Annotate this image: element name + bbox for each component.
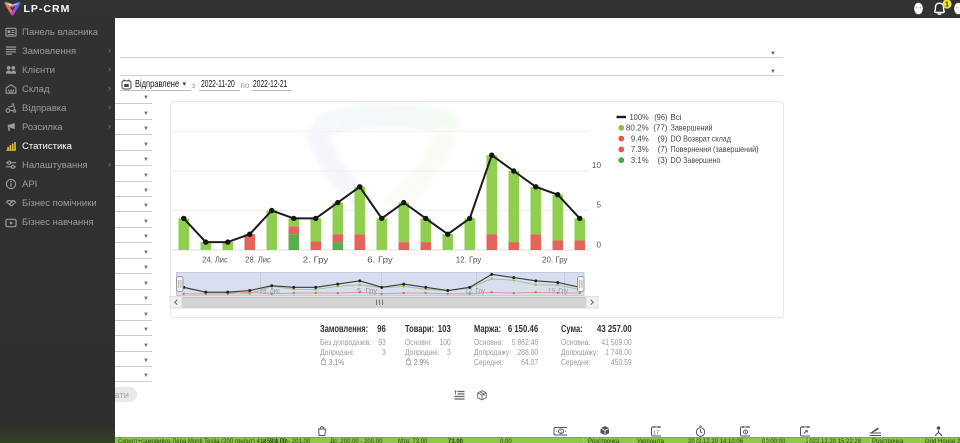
svg-text:DO Возврат склад: DO Возврат склад — [671, 134, 732, 143]
svg-text:3.1%: 3.1% — [631, 156, 649, 165]
svg-text:80.2%: 80.2% — [626, 124, 649, 133]
svg-text:(7): (7) — [658, 145, 668, 154]
svg-text:10: 10 — [592, 161, 602, 170]
svg-text:9.4%: 9.4% — [631, 134, 649, 143]
svg-text:(9): (9) — [658, 134, 668, 143]
svg-text:6. Гру: 6. Гру — [367, 255, 393, 265]
svg-text:7.3%: 7.3% — [631, 145, 649, 154]
svg-text:12. Гру: 12. Гру — [456, 255, 482, 265]
svg-text:(77): (77) — [653, 124, 668, 133]
svg-text:0: 0 — [596, 240, 601, 249]
svg-text:28. Лис: 28. Лис — [260, 288, 280, 295]
svg-text:1: 1 — [559, 429, 562, 434]
svg-text:5. Гру: 5. Гру — [357, 288, 378, 295]
svg-text:Всі: Всі — [671, 113, 682, 122]
svg-text:Повернення (завершений): Повернення (завершений) — [671, 145, 759, 154]
svg-text:17: 17 — [653, 430, 659, 436]
svg-text:24. Лис: 24. Лис — [202, 255, 228, 265]
svg-text:(3): (3) — [658, 156, 668, 165]
svg-text:5: 5 — [596, 201, 601, 210]
svg-text:DO Завершено: DO Завершено — [671, 156, 721, 165]
svg-text:12. Гру: 12. Гру — [465, 288, 485, 295]
svg-text:100%: 100% — [630, 113, 649, 122]
svg-text:20. Гру: 20. Гру — [542, 255, 568, 265]
svg-text:(96): (96) — [654, 113, 668, 122]
svg-text:Завершений: Завершений — [671, 124, 713, 133]
svg-text:x: x — [325, 363, 327, 366]
svg-text:x: x — [410, 363, 412, 366]
svg-text:19. Гру: 19. Гру — [548, 288, 568, 295]
svg-text:28. Лис: 28. Лис — [245, 255, 271, 265]
svg-text:1: 1 — [945, 2, 949, 9]
svg-text:2. Гру: 2. Гру — [303, 255, 329, 265]
